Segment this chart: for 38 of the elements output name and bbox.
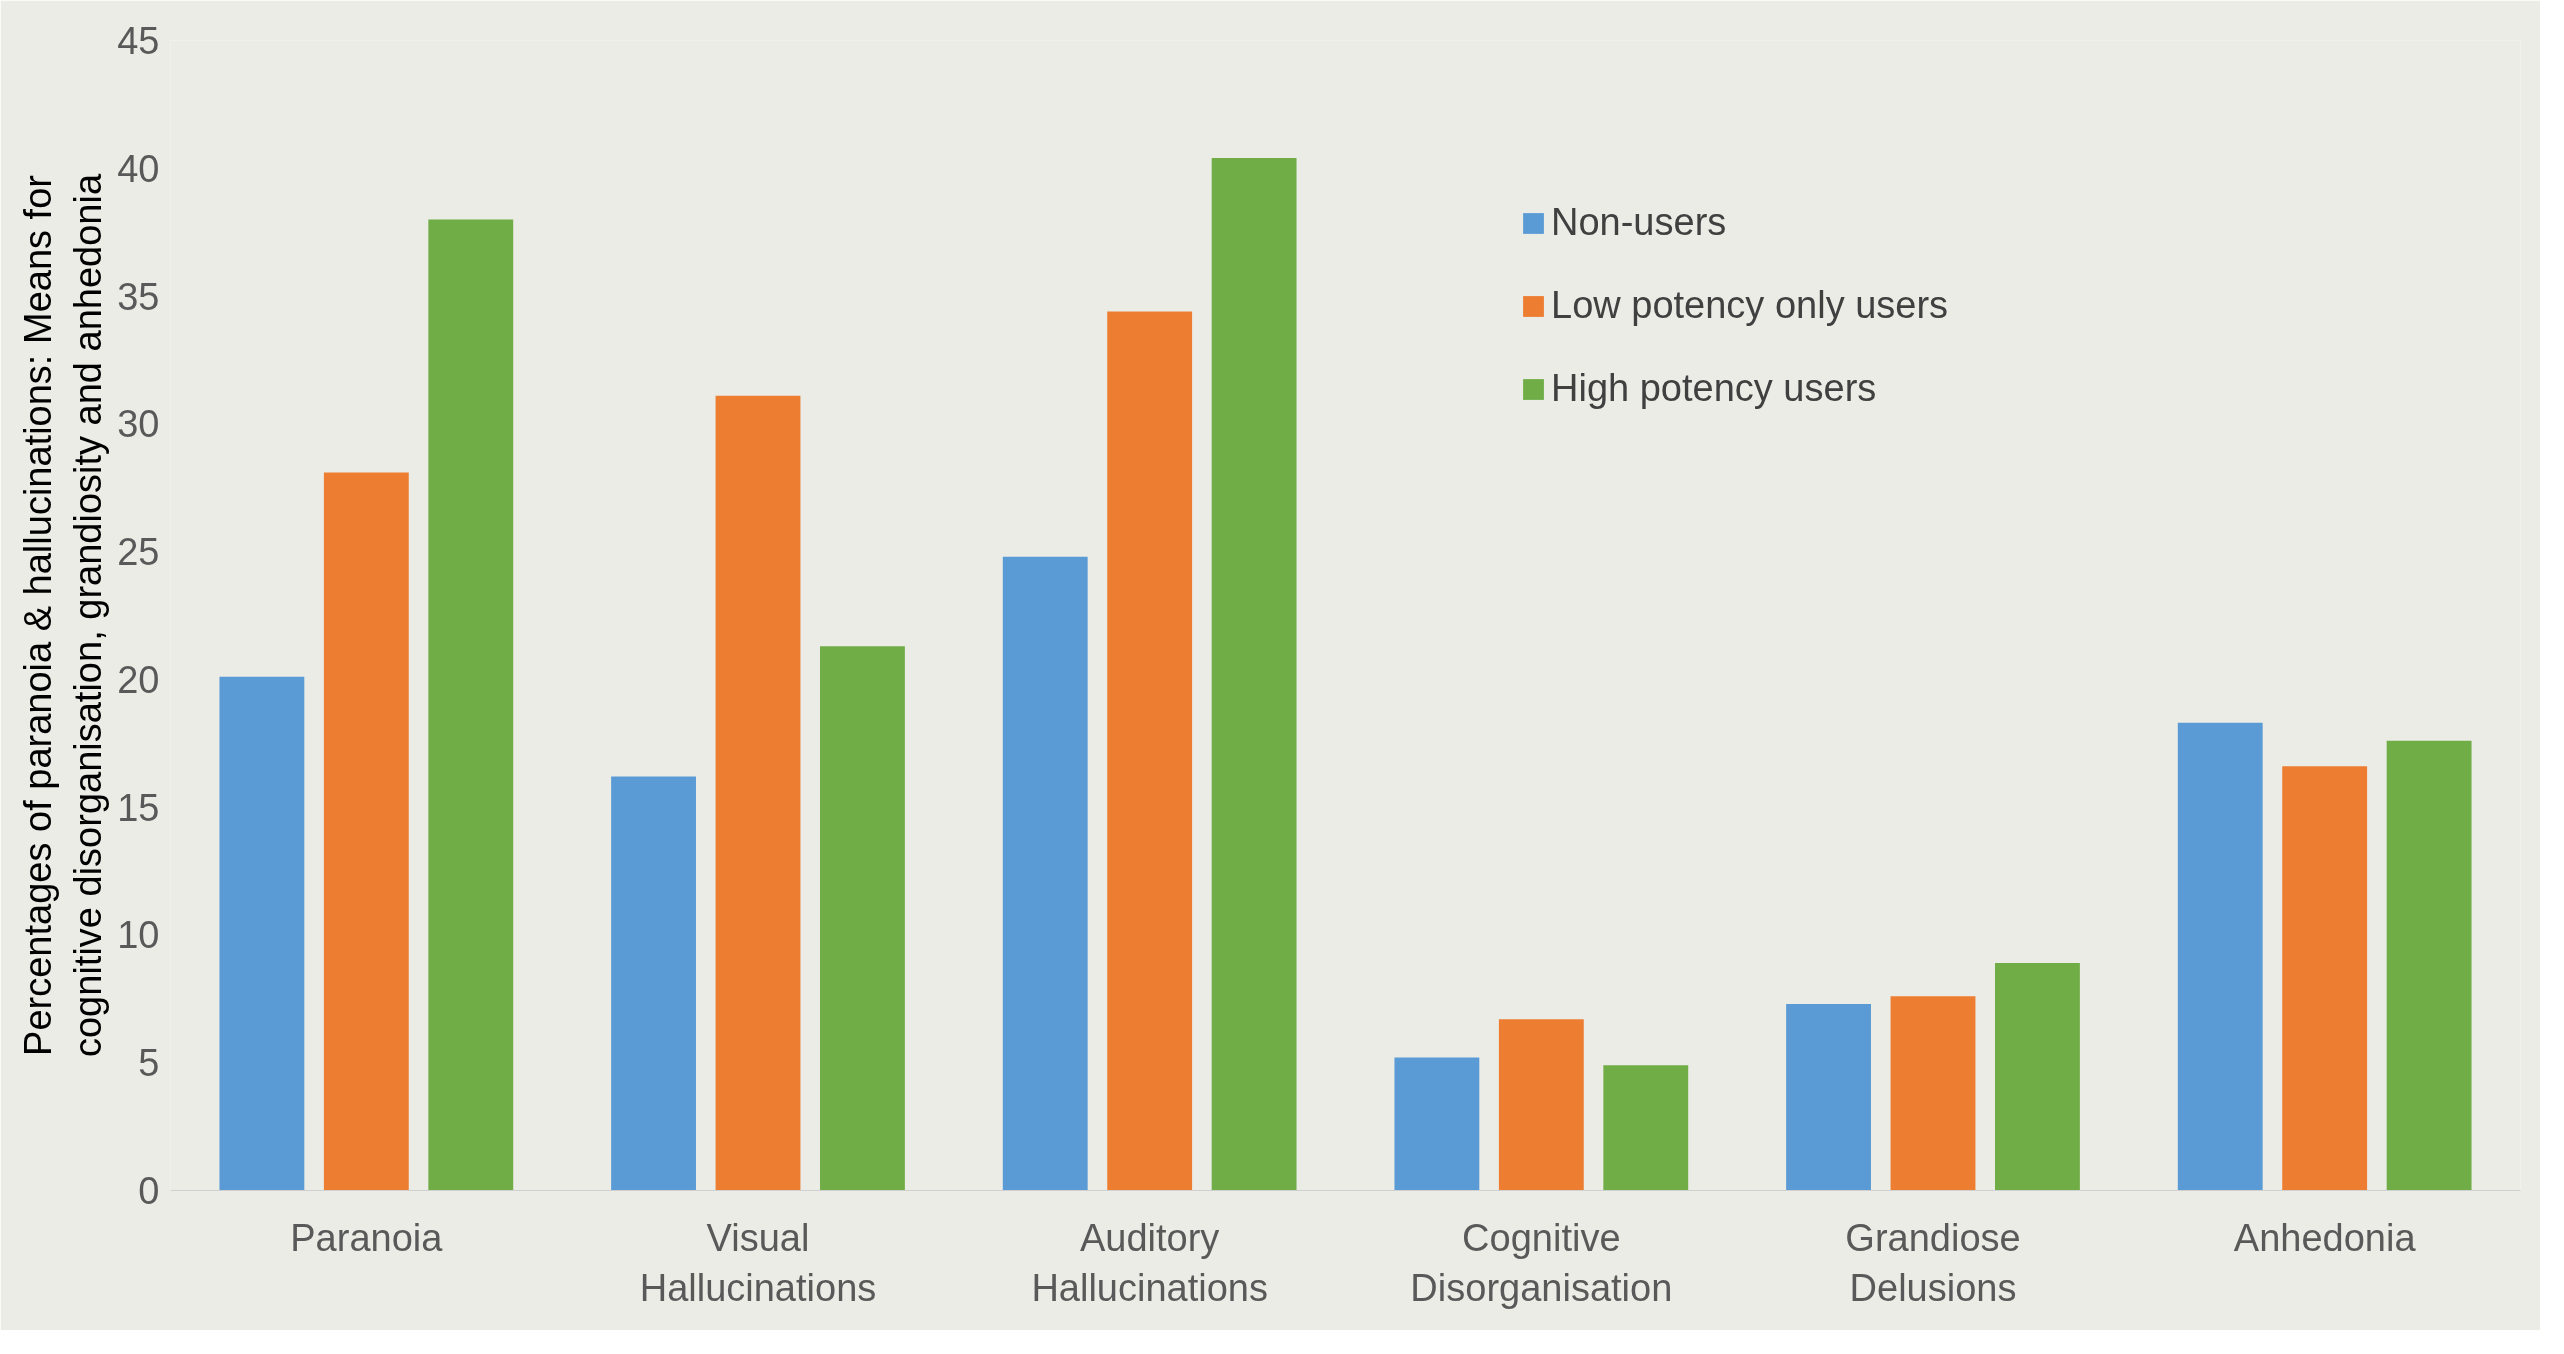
- legend-label: Low potency only users: [1551, 284, 1949, 327]
- y-tick-label: 10: [117, 914, 160, 957]
- legend-label: High potency users: [1551, 367, 1877, 410]
- y-tick-label: 15: [117, 786, 160, 829]
- bar: [1107, 311, 1193, 1191]
- bar: [1211, 158, 1297, 1191]
- x-tick-label: Visual Hallucinations: [639, 1216, 877, 1309]
- y-tick-label: 35: [117, 275, 160, 318]
- y-tick-label: 40: [117, 147, 160, 190]
- bar: [2386, 740, 2472, 1191]
- y-tick-label: 5: [138, 1042, 160, 1085]
- y-tick-label: 20: [117, 658, 160, 701]
- y-tick-label: 30: [117, 403, 160, 446]
- y-tick-label: 45: [117, 20, 160, 62]
- bar: [2282, 766, 2368, 1191]
- bar: [323, 472, 409, 1191]
- y-axis-title: Percentages of paranoia & hallucinations: Means for cognitive disorganisation, grandiosity and anhedonia: [16, 173, 110, 1058]
- bar: [1603, 1065, 1689, 1191]
- bar: [820, 646, 905, 1191]
- y-tick-label: 25: [117, 531, 160, 574]
- bar: [2177, 722, 2263, 1191]
- y-tick-label: 0: [138, 1170, 160, 1212]
- bar: [219, 676, 305, 1191]
- bar: [715, 395, 801, 1191]
- x-tick-label: Grandiose Delusions: [1845, 1216, 2021, 1309]
- x-tick-label: Auditory Hallucinations: [1031, 1216, 1268, 1309]
- bar: [1498, 1019, 1584, 1191]
- bar: [1995, 963, 2080, 1191]
- bar: [1786, 1003, 1871, 1191]
- x-tick-label: Anhedonia: [2233, 1216, 2417, 1259]
- bar: [611, 776, 696, 1191]
- bar: [428, 219, 514, 1191]
- bar: [1890, 996, 1976, 1191]
- bar: [1002, 556, 1088, 1191]
- bar: [1394, 1057, 1480, 1191]
- legend-label: Non-users: [1551, 201, 1727, 244]
- x-tick-label: Paranoia: [290, 1216, 444, 1259]
- x-tick-label: Cognitive Disorganisation: [1410, 1216, 1673, 1309]
